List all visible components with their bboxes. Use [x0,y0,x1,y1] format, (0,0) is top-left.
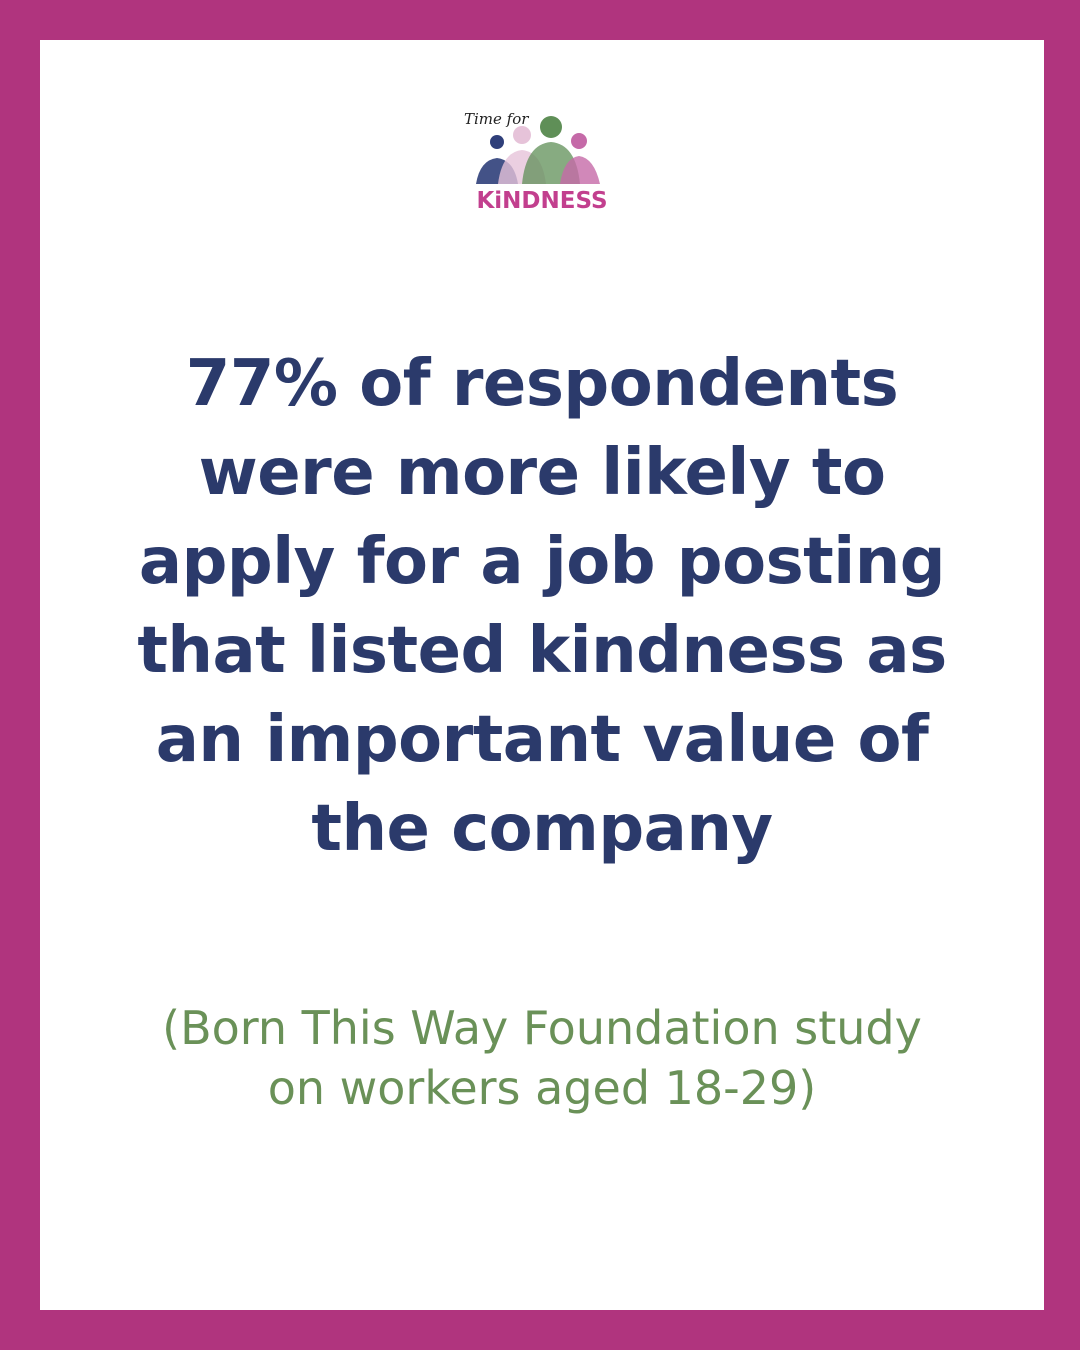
statement-line: the company [311,792,773,866]
logo-figure [513,126,531,144]
statement-line: apply for a job posting [138,525,946,599]
logo-figure [540,116,562,138]
logo-tagline: Time for [464,110,529,128]
statement-line: that listed kindness as [137,614,947,688]
card: Time for KiNDNESS 77% of respondents were… [40,40,1044,1310]
statement-line: 77% of respondents [185,347,899,421]
statement-line: an important value of [155,703,929,777]
source-line: on workers aged 18-29) [267,1061,817,1115]
logo-name: KiNDNESS [476,188,607,214]
logo-figure [571,133,587,149]
logo: Time for KiNDNESS [464,110,608,214]
logo-figure [490,135,504,149]
statement: 77% of respondents were more likely to app… [40,340,1044,874]
source-line: (Born This Way Foundation study [162,1001,922,1055]
source: (Born This Way Foundation study on worker… [40,998,1044,1118]
logo-body [560,156,600,184]
statement-line: were more likely to [198,436,886,510]
